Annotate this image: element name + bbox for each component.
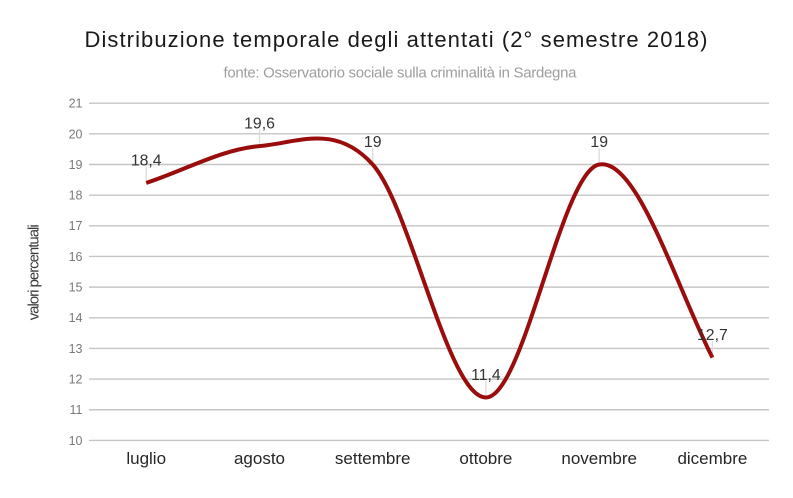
svg-text:19: 19 [69, 158, 83, 172]
svg-text:11: 11 [70, 403, 83, 417]
svg-text:19: 19 [364, 134, 382, 151]
svg-text:ottobre: ottobre [459, 449, 512, 468]
svg-text:12: 12 [69, 372, 83, 386]
svg-text:21: 21 [69, 97, 83, 111]
svg-text:12,7: 12,7 [697, 327, 728, 344]
svg-text:18,4: 18,4 [131, 152, 162, 169]
svg-text:fonte: Osservatorio sociale su: fonte: Osservatorio sociale sulla crimin… [224, 64, 578, 81]
svg-text:luglio: luglio [126, 449, 166, 468]
svg-text:15: 15 [69, 281, 83, 295]
svg-text:settembre: settembre [335, 449, 411, 468]
svg-text:valori percentuali: valori percentuali [25, 224, 42, 320]
svg-text:13: 13 [69, 342, 83, 356]
svg-text:novembre: novembre [561, 449, 637, 468]
svg-text:19,6: 19,6 [244, 116, 275, 133]
svg-text:dicembre: dicembre [677, 449, 747, 468]
svg-text:10: 10 [69, 434, 83, 448]
svg-text:16: 16 [69, 250, 83, 264]
svg-text:Distribuzione temporale degli: Distribuzione temporale degli attentati … [85, 27, 708, 52]
svg-text:17: 17 [69, 219, 83, 233]
svg-text:20: 20 [69, 127, 83, 141]
svg-text:11,4: 11,4 [471, 367, 501, 384]
svg-text:19: 19 [590, 134, 608, 151]
svg-text:14: 14 [69, 311, 83, 325]
svg-text:18: 18 [69, 189, 83, 203]
svg-text:agosto: agosto [234, 449, 285, 468]
